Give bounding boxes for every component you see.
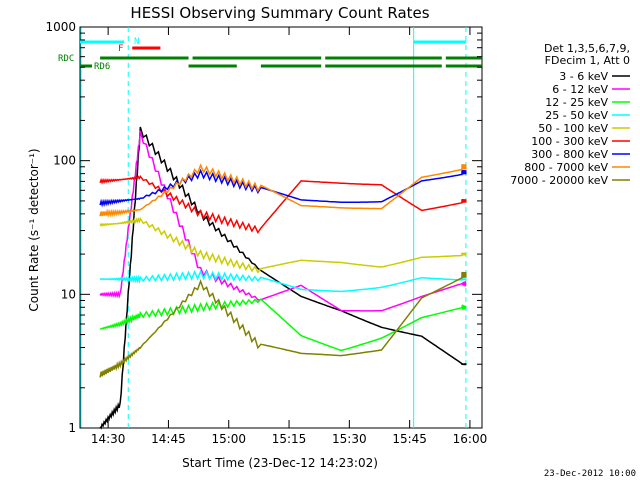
legend-entry: 800 - 7000 keV	[524, 161, 608, 174]
legend-header: FDecim 1, Att 0	[545, 54, 630, 67]
legend: Det 1,3,5,6,7,9,FDecim 1, Att 0 3 - 6 keV…	[510, 42, 630, 187]
legend-entry: 12 - 25 keV	[545, 96, 608, 109]
flag-label-rdc: RDC	[58, 54, 74, 64]
plot-frame	[79, 26, 483, 429]
timestamp: 23-Dec-2012 10:00	[544, 469, 636, 479]
x-tick-label: 15:30	[332, 432, 367, 446]
series-line	[99, 163, 467, 219]
y-tick-label: 10	[61, 287, 76, 301]
plot-area: N F RDC RD6	[58, 27, 482, 430]
series-line	[99, 271, 467, 378]
chart-title: HESSI Observing Summary Count Rates	[130, 4, 429, 22]
legend-entry: 6 - 12 keV	[552, 83, 608, 96]
y-ticks: 1 10 100 1000	[45, 20, 482, 435]
y-tick-label: 1	[68, 421, 76, 435]
x-ticks: 14:30 14:45 15:00 15:15 15:30 15:45 16:00	[91, 27, 487, 446]
series-line	[99, 174, 467, 235]
legend-entry: 50 - 100 keV	[538, 122, 608, 135]
x-tick-label: 15:45	[392, 432, 427, 446]
x-tick-label: 15:15	[272, 432, 307, 446]
y-tick-label: 1000	[45, 20, 76, 34]
flag-label-f: F	[118, 44, 123, 54]
flag-label-rd6: RD6	[94, 62, 110, 72]
flag-label-n: N	[134, 37, 139, 47]
x-axis-label: Start Time (23-Dec-12 14:23:02)	[182, 456, 378, 470]
x-tick-label: 14:45	[151, 432, 186, 446]
x-tick-label: 16:00	[453, 432, 488, 446]
x-tick-label: 15:00	[211, 432, 246, 446]
series-line	[99, 168, 467, 208]
legend-entry: 3 - 6 keV	[559, 70, 608, 83]
series-line	[99, 269, 467, 293]
legend-entry: 100 - 300 keV	[531, 135, 608, 148]
y-axis-label: Count Rate (s⁻¹ detector⁻¹)	[27, 148, 41, 311]
legend-entry: 7000 - 20000 keV	[510, 174, 608, 187]
series-line	[99, 216, 467, 274]
legend-header: Det 1,3,5,6,7,9,	[544, 42, 630, 55]
x-tick-label: 14:30	[91, 432, 126, 446]
series-line	[99, 126, 467, 430]
legend-entry: 300 - 800 keV	[531, 148, 608, 161]
legend-entry: 25 - 50 keV	[545, 109, 608, 122]
series-line	[100, 298, 467, 352]
y-tick-label: 100	[53, 154, 76, 168]
